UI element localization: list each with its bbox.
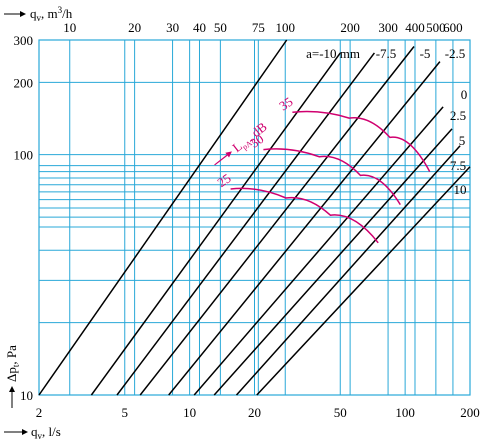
level-label: 35 — [276, 94, 295, 114]
x-top-tick-label: 20 — [128, 20, 141, 35]
x-bottom-tick-label: 200 — [460, 405, 480, 420]
series-line-a — [193, 106, 444, 396]
y-axis-title: Δpt, Pa — [4, 345, 21, 382]
series-label: a=-10 mm — [306, 46, 360, 61]
sound-level-lines — [230, 110, 431, 244]
series-line-a — [256, 166, 471, 396]
y-tick-label: 10 — [20, 388, 33, 403]
x-bottom-tick-label: 10 — [183, 405, 196, 420]
a-series-lines — [38, 39, 471, 396]
y-tick-label: 100 — [14, 148, 34, 163]
x-top-tick-label: 600 — [443, 20, 463, 35]
y-tick-label: 300 — [14, 33, 34, 48]
series-label: 5 — [459, 133, 466, 148]
x-top-tick-label: 50 — [214, 20, 227, 35]
x-top-tick-label: 400 — [405, 20, 425, 35]
level-line — [230, 187, 379, 244]
series-line-a — [116, 52, 375, 396]
plot-frame — [38, 39, 471, 396]
grid-lines — [38, 39, 471, 395]
series-label: 10 — [454, 182, 467, 197]
x-bottom-tick-label: 2 — [36, 405, 43, 420]
series-label: -5 — [420, 46, 431, 61]
y-arrow-head — [9, 386, 15, 392]
x-bottom-tick-label: 100 — [395, 405, 415, 420]
series-label: 0 — [461, 87, 468, 102]
series-line-a — [90, 52, 341, 396]
x-top-tick-label: 10 — [63, 20, 76, 35]
series-label: 2.5 — [450, 108, 466, 123]
x-top-tick-label: 100 — [275, 20, 295, 35]
series-line-a — [213, 128, 453, 396]
level-label: 25 — [214, 170, 233, 190]
series-label: -2.5 — [445, 46, 466, 61]
series-line-a — [235, 145, 461, 396]
level-arrow-head — [225, 151, 232, 158]
x-top-tick-label: 30 — [166, 20, 179, 35]
x-bottom-tick-label: 50 — [334, 405, 347, 420]
series-line-a — [38, 39, 288, 396]
x-top-tick-label: 500 — [426, 20, 446, 35]
x-top-axis-title: qv, m3/h — [30, 5, 73, 23]
series-line-a — [139, 46, 415, 396]
x-bottom-axis-title: qv, l/s — [31, 424, 61, 440]
y-tick-label: 200 — [14, 75, 34, 90]
x-top-tick-label: 200 — [340, 20, 360, 35]
x-top-tick-label: 75 — [252, 20, 265, 35]
level-arrow — [214, 154, 228, 166]
x-bottom-arrow-head — [22, 429, 28, 435]
level-series-title: LpA, dB — [229, 119, 271, 157]
level-line — [292, 110, 431, 172]
series-line-a — [168, 61, 441, 396]
x-top-tick-label: 300 — [378, 20, 398, 35]
level-line — [263, 148, 401, 205]
x-top-arrow-head — [20, 11, 26, 17]
series-label: 7.5 — [450, 158, 466, 173]
x-top-tick-label: 40 — [193, 20, 206, 35]
x-bottom-tick-label: 20 — [248, 405, 261, 420]
series-label: -7.5 — [376, 46, 397, 61]
x-bottom-tick-label: 5 — [122, 405, 129, 420]
